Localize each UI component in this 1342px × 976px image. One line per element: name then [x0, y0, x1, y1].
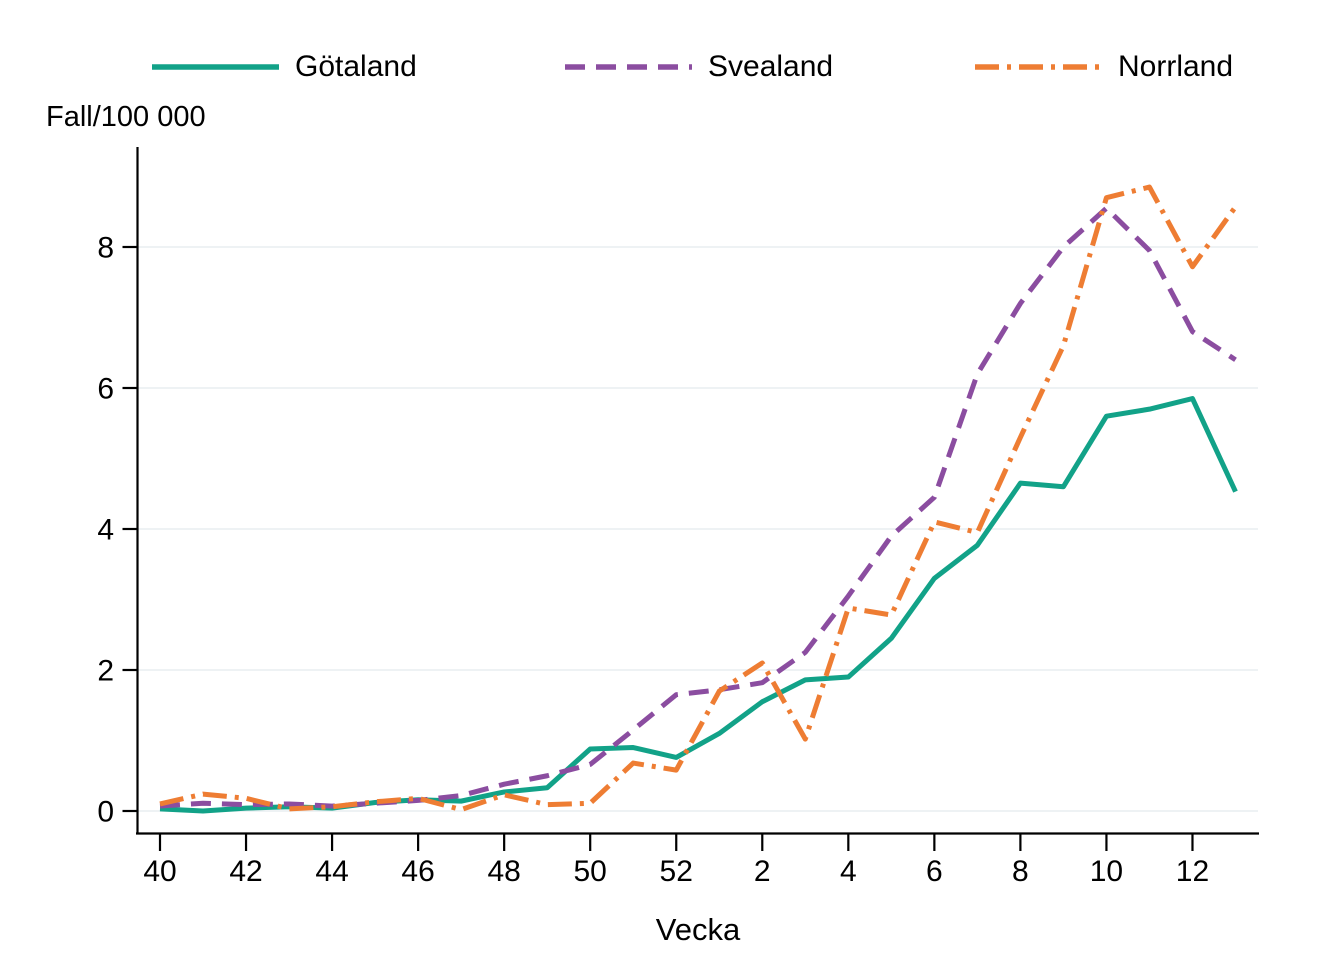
- legend-label: Götaland: [295, 50, 417, 83]
- x-tick-label: 48: [487, 855, 520, 888]
- legend-line-sample: [975, 64, 1102, 70]
- legend: Götaland Svealand Norrland: [0, 0, 1342, 95]
- legend-label: Svealand: [708, 50, 834, 83]
- legend-line-sample: [565, 64, 692, 70]
- series-line-gtaland: [159, 396, 1238, 814]
- x-tick-label: 52: [660, 855, 693, 888]
- x-tick-label: 6: [926, 855, 943, 888]
- series-line-svealand: [159, 205, 1237, 809]
- x-tick-label: 46: [401, 855, 434, 888]
- y-tick-label: 8: [97, 232, 114, 265]
- x-tick-label: 12: [1176, 855, 1209, 888]
- x-tick-label: 4: [840, 855, 857, 888]
- y-axis-title: Fall/100 000: [46, 101, 206, 133]
- y-tick-label: 6: [97, 373, 114, 406]
- x-tick-label: 40: [143, 855, 176, 888]
- y-tick-label: 4: [97, 514, 114, 547]
- y-tick-label: 2: [97, 655, 114, 688]
- x-axis-title: Vecka: [655, 912, 741, 947]
- x-tick-label: 8: [1012, 855, 1029, 888]
- legend-item-svealand: Svealand: [565, 50, 833, 84]
- legend-label: Norrland: [1118, 50, 1234, 83]
- legend-line-sample: [152, 64, 279, 70]
- x-tick-label: 42: [229, 855, 262, 888]
- x-tick-label: 10: [1090, 855, 1123, 888]
- legend-item-gtaland: Götaland: [152, 50, 417, 84]
- series-line-norrland: [159, 184, 1238, 813]
- x-tick-label: 2: [754, 855, 771, 888]
- x-tick-label: 44: [315, 855, 348, 888]
- x-tick-label: 50: [574, 855, 607, 888]
- y-tick-label: 0: [97, 796, 114, 829]
- legend-item-norrland: Norrland: [975, 50, 1233, 84]
